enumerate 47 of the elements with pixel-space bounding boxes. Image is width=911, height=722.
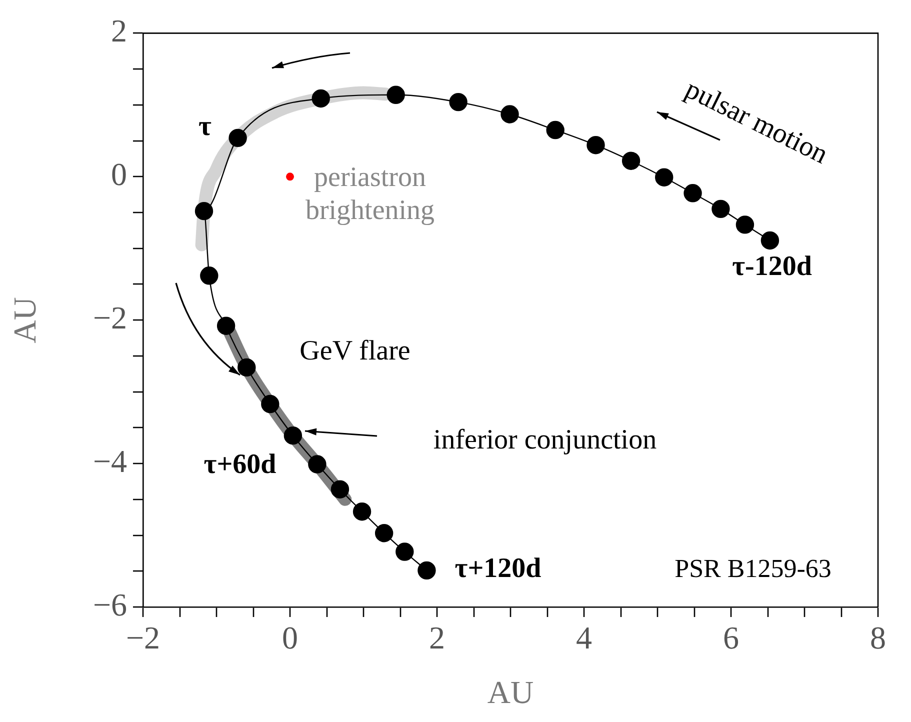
point	[308, 455, 326, 474]
annotation: pulsar motion	[680, 74, 833, 170]
point	[586, 136, 605, 154]
y-tick-label: 2	[111, 12, 127, 49]
point	[418, 561, 436, 580]
x-tick-label: 4	[576, 620, 592, 656]
point	[374, 524, 394, 542]
annotation: τ+60d	[204, 449, 277, 480]
x-tick-label: 8	[870, 620, 886, 656]
point	[312, 89, 330, 108]
x-tick-label: 6	[723, 620, 739, 656]
annotation: τ	[198, 111, 212, 142]
point	[330, 480, 350, 498]
point	[200, 266, 218, 285]
y-tick-label: −4	[92, 442, 127, 479]
point	[261, 394, 280, 414]
point	[622, 152, 640, 170]
x-axis-title: AU	[487, 674, 534, 710]
point	[194, 202, 214, 220]
point	[284, 426, 302, 445]
point	[760, 231, 780, 250]
point	[352, 502, 372, 521]
point	[286, 172, 294, 181]
point	[238, 358, 256, 377]
x-tick-label: 2	[429, 620, 445, 656]
point	[386, 86, 405, 104]
point	[228, 128, 247, 148]
y-axis-title: AU	[6, 296, 43, 344]
point	[546, 120, 564, 140]
y-tick-label: −6	[92, 586, 127, 622]
x-tick-label: 0	[282, 620, 298, 656]
annotation: τ-120d	[732, 251, 812, 282]
point	[216, 316, 236, 335]
y-tick-label: 0	[111, 156, 127, 192]
point	[500, 105, 519, 124]
point	[396, 542, 414, 561]
point	[449, 92, 468, 112]
annotation: periastron brightening	[305, 162, 435, 226]
point	[655, 168, 674, 186]
annotation: inferior conjunction	[433, 424, 657, 456]
point	[684, 184, 702, 202]
point	[736, 216, 754, 234]
point	[712, 200, 730, 218]
annotation: GeV flare	[300, 335, 410, 366]
annotation: τ+120d	[454, 553, 542, 584]
y-tick-label: −2	[92, 300, 127, 336]
annotation: PSR B1259-63	[674, 554, 832, 583]
